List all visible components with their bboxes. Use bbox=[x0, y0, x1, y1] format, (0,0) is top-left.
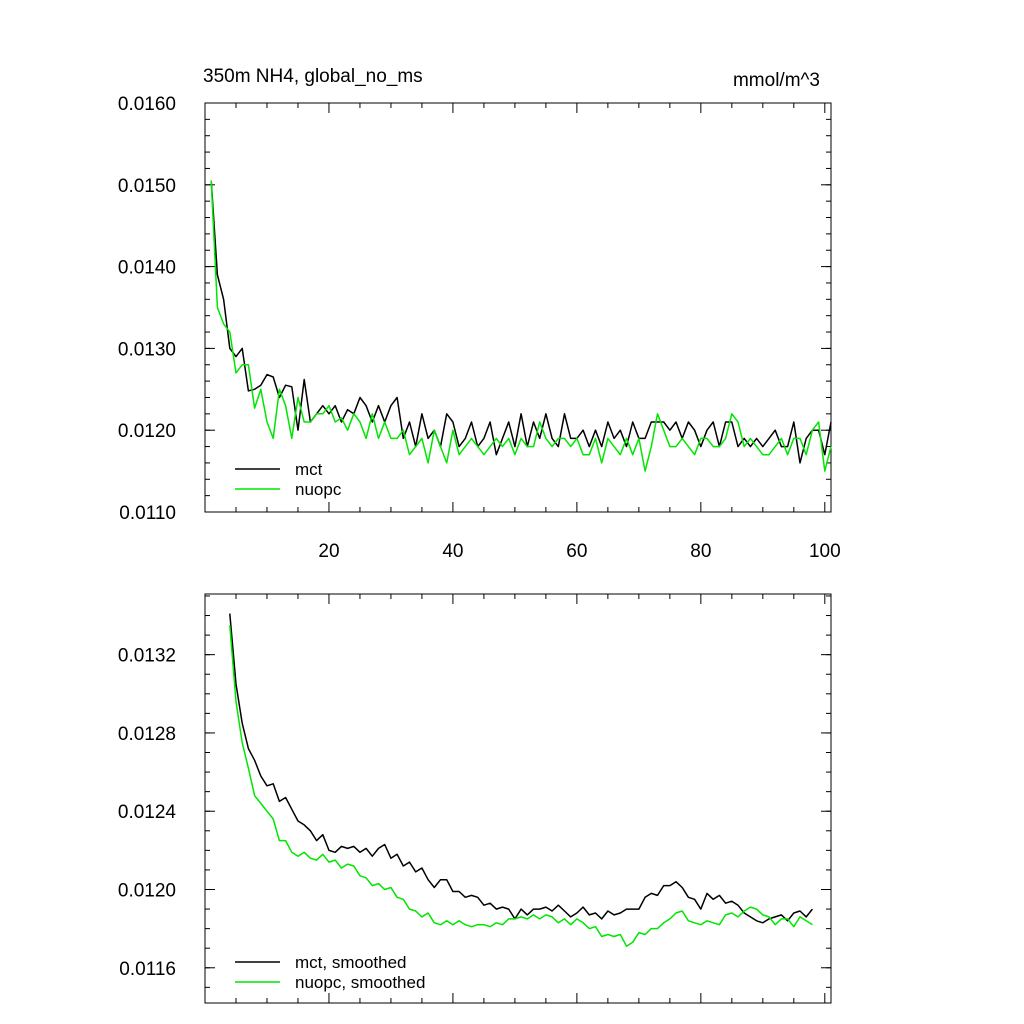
bottom-panel-series bbox=[229, 613, 813, 947]
top-x-tick-label: 100 bbox=[809, 541, 841, 562]
bottom-panel-frame bbox=[204, 593, 832, 1004]
legend-label-nuopc: nuopc bbox=[295, 480, 342, 499]
bottom-y-tick-label: 0.0120 bbox=[118, 880, 176, 901]
top-x-tick-label: 20 bbox=[318, 541, 339, 562]
top-panel: 350m NH4, global_no_ms mmol/m^3 0.01100.… bbox=[118, 66, 841, 562]
bottom-panel-legend: mct, smoothed nuopc, smoothed bbox=[235, 953, 425, 992]
bottom-y-tick-label: 0.0124 bbox=[118, 802, 177, 823]
bottom-y-tick-label: 0.0116 bbox=[119, 959, 176, 980]
series-line-nuopc bbox=[210, 180, 832, 472]
bottom-panel: 0.0116 0.0120 0.0124 0.0128 0.0132 mct, smoo… bbox=[118, 593, 832, 1004]
top-panel-ticks: 0.0110 0.0120 0.0130 0.0140 0.0150 0.0160 20 40… bbox=[118, 94, 841, 562]
legend-label-mct: mct bbox=[295, 460, 323, 479]
bottom-panel-ticks: 0.0116 0.0120 0.0124 0.0128 0.0132 bbox=[118, 594, 831, 1003]
top-x-tick-label: 60 bbox=[566, 541, 587, 562]
top-panel-frame bbox=[204, 102, 832, 513]
series-line-mct-smoothed bbox=[229, 613, 813, 924]
top-panel-units: mmol/m^3 bbox=[733, 70, 820, 91]
legend-label-mct-smoothed: mct, smoothed bbox=[295, 953, 407, 972]
top-y-tick-label: 0.0150 bbox=[118, 176, 176, 197]
top-y-tick-label: 0.0140 bbox=[118, 258, 176, 279]
bottom-y-tick-label: 0.0132 bbox=[118, 646, 176, 667]
top-y-tick-label: 0.0120 bbox=[118, 421, 176, 442]
top-panel-legend: mct nuopc bbox=[235, 460, 342, 499]
legend-label-nuopc-smoothed: nuopc, smoothed bbox=[295, 973, 425, 992]
top-y-tick-label: 0.0130 bbox=[118, 339, 176, 360]
series-line-nuopc-smoothed bbox=[229, 625, 813, 947]
top-y-tick-label: 0.0110 bbox=[119, 503, 176, 524]
top-x-tick-label: 80 bbox=[690, 541, 711, 562]
top-panel-series bbox=[210, 180, 832, 472]
top-panel-title: 350m NH4, global_no_ms bbox=[203, 66, 423, 87]
top-x-tick-label: 40 bbox=[442, 541, 463, 562]
top-y-tick-label: 0.0160 bbox=[118, 94, 176, 115]
bottom-y-tick-label: 0.0128 bbox=[118, 724, 176, 745]
